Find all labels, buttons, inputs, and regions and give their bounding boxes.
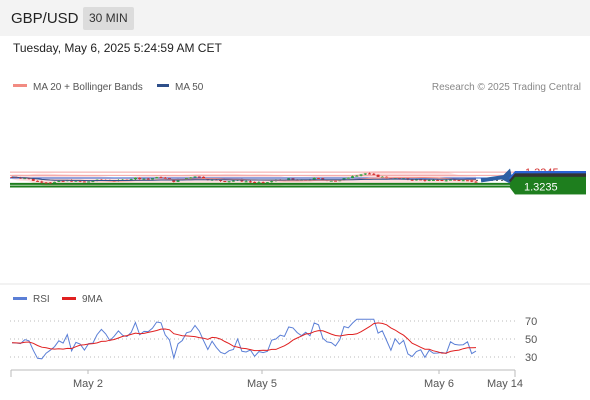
level-labels: 1.33451.33201.33001.32821.32551.3235 — [509, 167, 586, 195]
candle — [138, 177, 142, 180]
candle — [146, 177, 150, 180]
candle — [197, 176, 201, 178]
candle — [372, 173, 376, 176]
candle — [253, 181, 257, 184]
candle — [423, 179, 427, 182]
x-axis: May 2 May 5 May 6 May 14 — [10, 369, 523, 390]
level-label-1.3235: 1.3235 — [524, 181, 558, 193]
ma9-legend-label: 9MA — [82, 294, 103, 305]
candle — [457, 179, 461, 182]
candle — [133, 177, 137, 181]
x-label-may-2: May 2 — [73, 378, 103, 390]
top-bar: GBP/USD 30 MIN — [0, 0, 590, 36]
candle — [351, 175, 355, 179]
candle — [257, 181, 261, 184]
candle — [265, 182, 269, 184]
candle — [248, 180, 252, 183]
copyright-text: Research © 2025 Trading Central — [432, 82, 581, 93]
currency-pair-title: GBP/USD — [11, 10, 79, 27]
ma20-legend-label: MA 20 + Bollinger Bands — [33, 82, 143, 93]
candle — [461, 180, 465, 182]
candle — [36, 180, 40, 182]
rsi-legend-swatch — [13, 297, 27, 300]
x-label-may-14: May 14 — [487, 378, 523, 390]
rsi-panel: RSI 9MA 70 50 30 — [0, 283, 590, 364]
candle — [316, 177, 320, 179]
candle — [44, 182, 48, 184]
ma50-line — [11, 176, 476, 182]
candle — [150, 178, 154, 180]
rsi-level-50: 50 — [525, 334, 537, 346]
candle — [474, 181, 478, 183]
moving-averages — [11, 176, 477, 182]
rsi-level-70: 70 — [525, 316, 537, 328]
candle — [368, 172, 372, 175]
candle — [359, 174, 363, 177]
candle — [40, 180, 44, 184]
chart-legend: MA 20 + Bollinger Bands MA 50 Research ©… — [13, 82, 581, 93]
candle — [142, 178, 146, 180]
candle — [227, 181, 231, 183]
candle — [244, 180, 248, 183]
rsi-legend-label: RSI — [33, 294, 50, 305]
candle — [48, 182, 52, 184]
candle — [155, 176, 159, 179]
candle — [440, 179, 444, 182]
candle — [231, 180, 235, 182]
candle — [87, 181, 91, 183]
candle — [346, 177, 350, 179]
ma50-legend-label: MA 50 — [175, 82, 204, 93]
candle — [363, 173, 367, 175]
candle — [189, 177, 193, 179]
ma20-legend-swatch — [13, 84, 27, 87]
timestamp: Tuesday, May 6, 2025 5:24:59 AM CET — [13, 41, 222, 55]
timeframe-button[interactable]: 30 MIN — [83, 7, 134, 30]
candle — [444, 179, 448, 182]
level-tag-1.3235 — [515, 179, 586, 195]
candle — [261, 181, 265, 184]
candle — [53, 181, 57, 183]
x-label-may-6: May 6 — [424, 378, 454, 390]
candle — [82, 181, 86, 183]
candle — [163, 176, 167, 179]
rsi-ma9-line — [11, 322, 477, 354]
candle — [223, 180, 227, 183]
candle — [355, 175, 359, 177]
candle — [57, 180, 61, 183]
candle — [193, 176, 197, 178]
candle — [376, 174, 380, 178]
candle — [159, 176, 163, 179]
x-label-may-5: May 5 — [247, 378, 277, 390]
rsi-level-30: 30 — [525, 352, 537, 364]
ma50-legend-swatch — [157, 84, 169, 87]
ma9-legend-swatch — [62, 297, 76, 300]
